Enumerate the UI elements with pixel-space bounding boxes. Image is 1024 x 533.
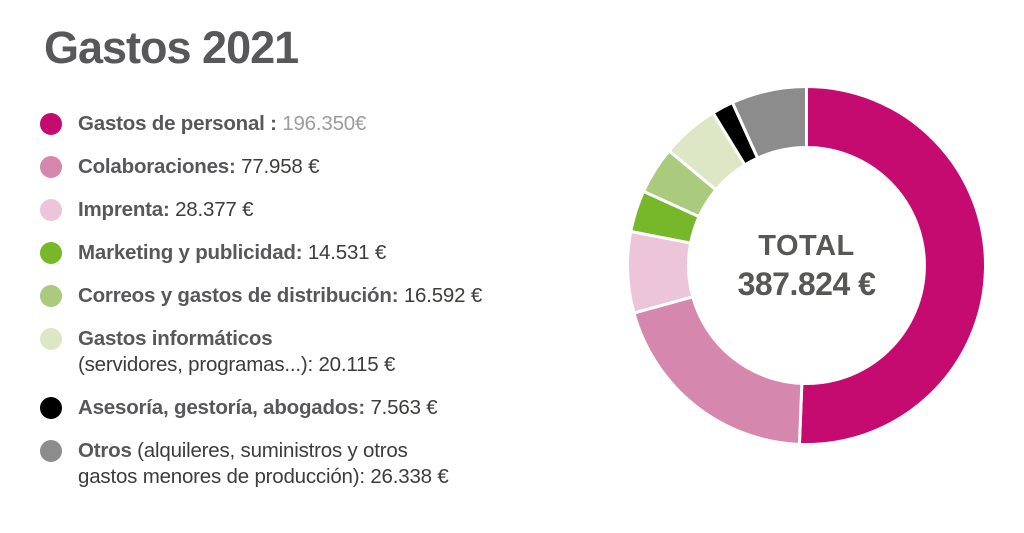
donut-segment-0 [797, 85, 987, 446]
legend-color-dot-icon [40, 328, 62, 350]
legend-text: Marketing y publicidad: 14.531 € [78, 240, 386, 266]
legend-value: 28.377 € [169, 198, 254, 221]
legend-label: Otros [78, 439, 132, 462]
legend-item-2: Imprenta: 28.377 € [40, 197, 540, 223]
total-label: TOTAL [758, 229, 855, 262]
donut-segment-2 [626, 229, 695, 315]
legend-label: Gastos informáticos [78, 327, 273, 350]
legend-item-1: Colaboraciones: 77.958 € [40, 154, 540, 180]
legend-item-7: Otros (alquileres, suministros y otros g… [40, 438, 540, 490]
legend-label: Imprenta: [78, 198, 170, 221]
legend-item-4: Correos y gastos de distribución: 16.592… [40, 283, 540, 309]
legend-label: Colaboraciones: [78, 155, 236, 178]
total-value: 387.824 € [737, 265, 876, 302]
legend-label: Asesoría, gestoría, abogados: [78, 396, 365, 419]
legend-value: 14.531 € [302, 241, 387, 264]
legend-item-6: Asesoría, gestoría, abogados: 7.563 € [40, 395, 540, 421]
legend-color-dot-icon [40, 397, 62, 419]
legend-value: 77.958 € [235, 155, 320, 178]
legend-value: (servidores, programas...): 20.115 € [78, 353, 396, 376]
donut-svg [626, 85, 987, 446]
legend-label: Correos y gastos de distribución: [78, 284, 399, 307]
legend-color-dot-icon [40, 113, 62, 135]
legend-text: Imprenta: 28.377 € [78, 197, 254, 223]
legend-text: Colaboraciones: 77.958 € [78, 154, 320, 180]
legend-color-dot-icon [40, 285, 62, 307]
legend-color-dot-icon [40, 156, 62, 178]
legend-text: Gastos de personal : 196.350€ [78, 111, 366, 137]
legend-text: Correos y gastos de distribución: 16.592… [78, 283, 482, 309]
donut-chart: TOTAL 387.824 € [626, 85, 987, 446]
donut-segment-7 [730, 85, 808, 161]
legend-color-dot-icon [40, 242, 62, 264]
donut-segment-1 [632, 294, 804, 446]
legend-value: (alquileres, suministros y otros gastos … [78, 439, 449, 488]
legend-text: Gastos informáticos (servidores, program… [78, 326, 395, 378]
legend-text: Asesoría, gestoría, abogados: 7.563 € [78, 395, 438, 421]
legend-label: Marketing y publicidad: [78, 241, 303, 264]
legend-value: 196.350€ [276, 112, 367, 135]
legend-text: Otros (alquileres, suministros y otros g… [78, 438, 449, 490]
legend-item-3: Marketing y publicidad: 14.531 € [40, 240, 540, 266]
legend-item-5: Gastos informáticos (servidores, program… [40, 326, 540, 378]
legend-label: Gastos de personal : [78, 112, 277, 135]
legend-color-dot-icon [40, 199, 62, 221]
legend-value: 16.592 € [398, 284, 483, 307]
donut-center-total: TOTAL 387.824 € [738, 228, 876, 304]
legend: Gastos de personal : 196.350€ Colaboraci… [40, 111, 540, 490]
legend-item-0: Gastos de personal : 196.350€ [40, 111, 540, 137]
legend-value: 7.563 € [364, 396, 438, 419]
legend-color-dot-icon [40, 440, 62, 462]
page-title: Gastos 2021 [44, 22, 299, 73]
